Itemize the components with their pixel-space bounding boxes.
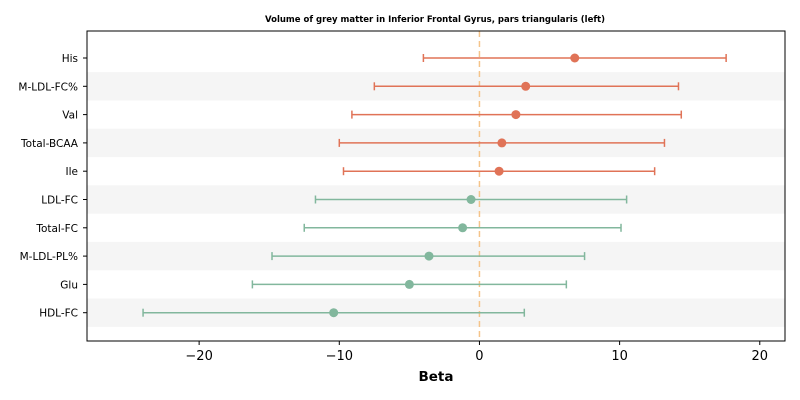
x-tick-label: −20 [185, 349, 212, 364]
y-tick-label: Total-BCAA [20, 138, 79, 150]
x-tick-label: 10 [611, 349, 628, 364]
beta-point [511, 110, 521, 120]
x-tick-label: 20 [751, 349, 768, 364]
y-tick-label: Glu [60, 279, 78, 291]
y-tick-label: Val [62, 110, 78, 122]
y-tick-label: His [62, 53, 78, 65]
beta-point [458, 223, 468, 233]
chart-title: Volume of grey matter in Inferior Fronta… [265, 15, 605, 25]
beta-point [570, 53, 580, 63]
x-tick-label: 0 [475, 349, 483, 364]
beta-point [494, 166, 504, 176]
y-tick-label: HDL-FC [39, 308, 78, 320]
x-axis-label: Beta [418, 369, 453, 385]
y-tick-label: LDL-FC [41, 195, 78, 207]
y-tick-label: Ile [66, 166, 78, 178]
beta-point [404, 279, 414, 289]
x-tick-label: −10 [326, 349, 353, 364]
beta-point [521, 81, 531, 91]
beta-point [424, 251, 434, 261]
y-tick-label: M-LDL-FC% [18, 81, 78, 93]
plot-frame [86, 30, 786, 342]
y-tick-label: Total-FC [35, 223, 78, 235]
beta-point [466, 195, 476, 204]
y-axis: His M-LDL-FC% Val Total-BCAA Ile LDL-FC Total-… [18, 53, 87, 320]
beta-point [497, 138, 507, 148]
beta-point [329, 308, 339, 318]
y-tick-label: M-LDL-PL% [20, 251, 78, 263]
x-axis: −20 −10 0 10 20 [185, 341, 768, 364]
beta-points [329, 53, 580, 318]
